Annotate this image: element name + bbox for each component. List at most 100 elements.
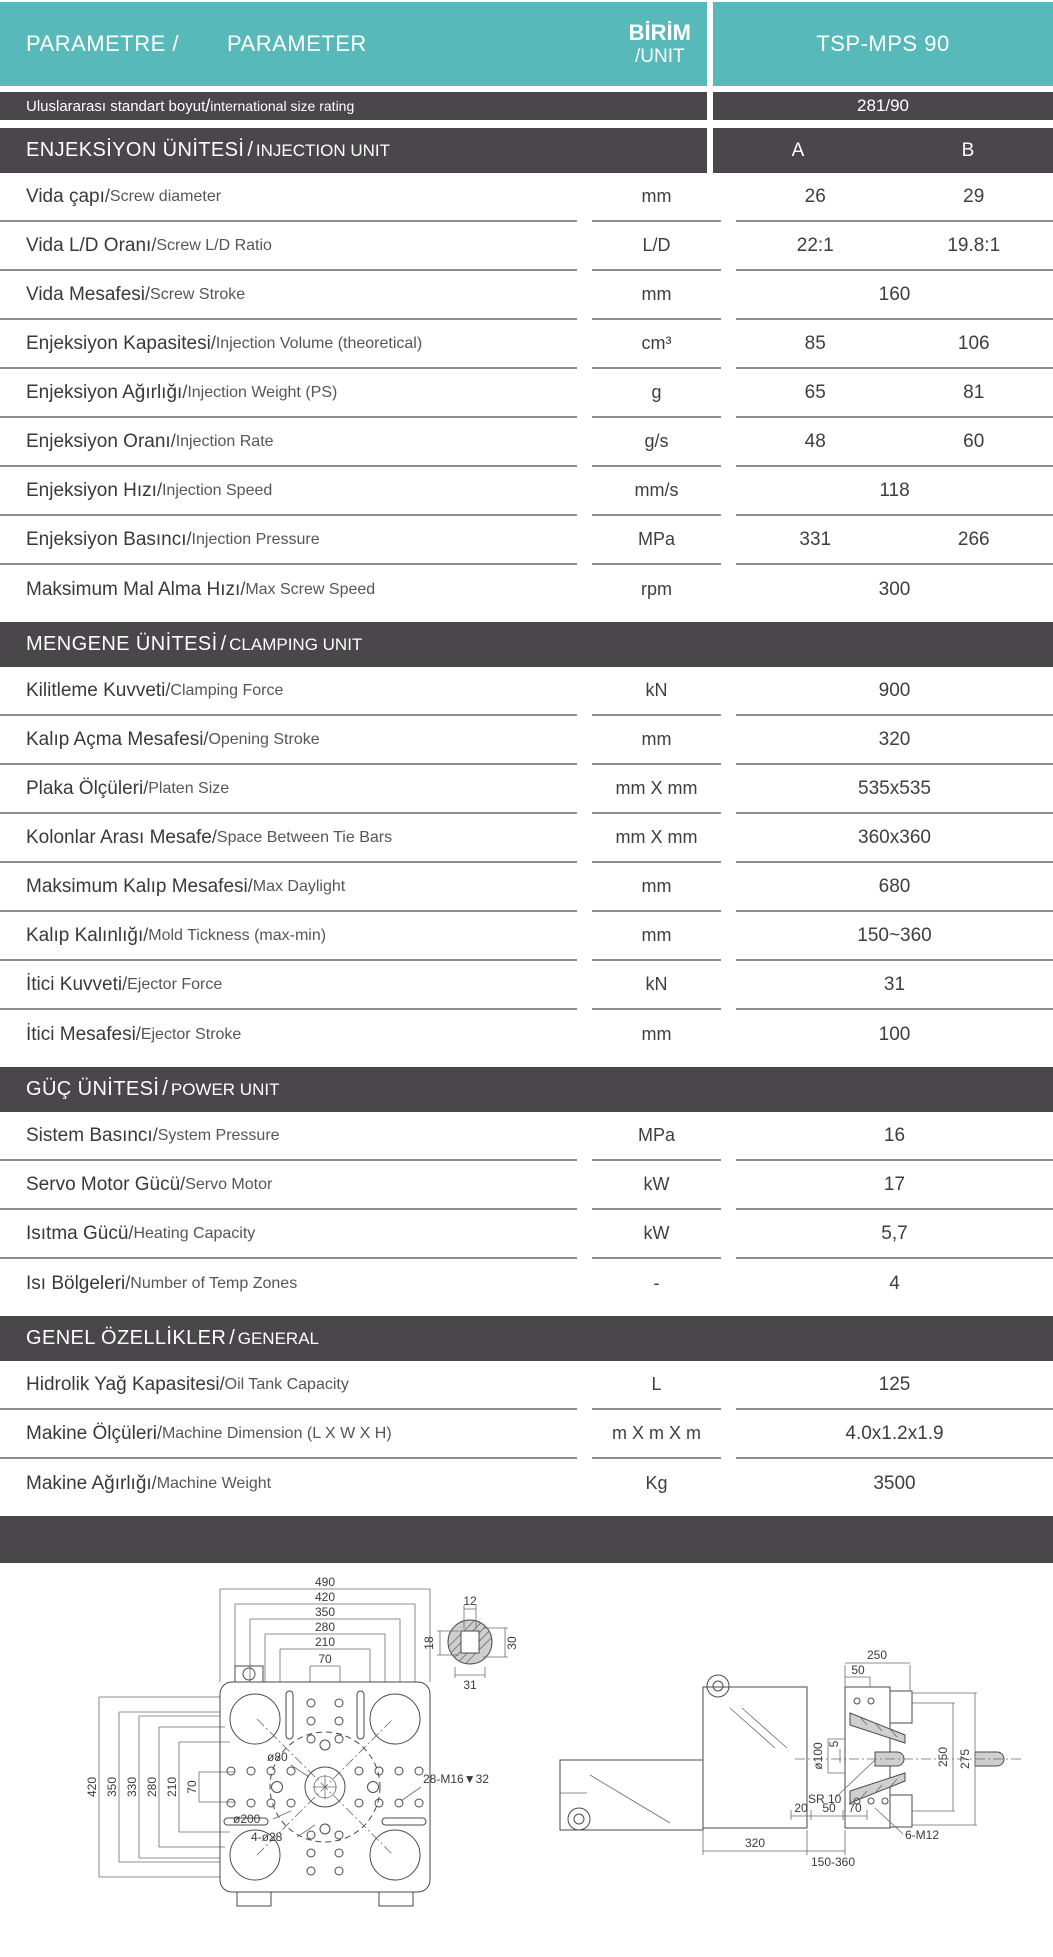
value-a: 22:1 (796, 234, 834, 256)
value-b: 60 (963, 430, 985, 452)
dim-label: 20 (794, 1801, 808, 1815)
value-a: 65 (804, 381, 826, 403)
dim-label: 420 (85, 1777, 99, 1797)
dim-label: 210 (315, 1635, 335, 1649)
param-cell: Maksimum Kalıp Mesafesi / Max Daylight (0, 863, 577, 912)
column-a-label: A (791, 139, 805, 161)
param-label-en: Platen Size (148, 779, 230, 797)
unit-cell: L (592, 1361, 721, 1410)
value-span: 160 (878, 283, 911, 305)
value-b: 81 (963, 381, 985, 403)
label-separator: / (128, 1223, 134, 1243)
column-gap (721, 814, 736, 863)
spec-table-body: ENJEKSİYON ÜNİTESİ / INJECTION UNIT A B Vid… (0, 128, 1053, 1508)
param-label-tr: Vida Mesafesi (26, 283, 145, 305)
param-label-tr: Enjeksiyon Ağırlığı (26, 381, 183, 403)
param-label-en: Oil Tank Capacity (224, 1375, 349, 1393)
value-span: 4 (889, 1272, 900, 1294)
section-title: GENEL ÖZELLİKLER / GENERAL (0, 1316, 1053, 1361)
value-span: 31 (883, 973, 906, 995)
param-label-en: Space Between Tie Bars (216, 828, 393, 846)
param-label-tr: Isıtma Gücü (26, 1222, 129, 1244)
column-gap (577, 863, 592, 912)
param-label-tr: Sistem Basıncı (26, 1124, 153, 1146)
label-separator: / (156, 1423, 162, 1443)
param-cell: İtici Mesafesi / Ejector Stroke (0, 1010, 577, 1059)
param-cell: Kalıp Kalınlığı / Mold Tickness (max-min… (0, 912, 577, 961)
column-gap (577, 222, 592, 271)
label-separator: / (211, 827, 217, 847)
param-cell: Enjeksiyon Kapasitesi / Injection Volume… (0, 320, 577, 369)
column-gap (721, 1361, 736, 1410)
spec-row: Kalıp Açma Mesafesi / Opening Stroke mm 32… (0, 716, 1053, 765)
param-cell: Vida Mesafesi / Screw Stroke (0, 271, 577, 320)
column-gap (721, 1410, 736, 1459)
column-gap (577, 961, 592, 1010)
value-b: 29 (963, 185, 985, 207)
label-separator: / (162, 1078, 168, 1100)
param-label-tr: İtici Kuvveti (26, 973, 123, 995)
spec-row: Vida L/D Oranı / Screw L/D Ratio L/D 22:1 1… (0, 222, 1053, 271)
column-gap (577, 1010, 592, 1059)
unit-cell: L/D (592, 222, 721, 271)
dim-label: 490 (315, 1575, 335, 1589)
hole-label: 4-ø28 (251, 1830, 283, 1844)
param-label-tr: Enjeksiyon Oranı (26, 430, 171, 452)
size-rating-label-en: international size rating (210, 98, 355, 114)
label-separator: / (219, 1374, 225, 1394)
value-cell: 160 (736, 271, 1053, 320)
spec-row: Isı Bölgeleri / Number of Temp Zones - 4 (0, 1259, 1053, 1308)
unit-cell: - (653, 1273, 660, 1293)
param-cell: Kolonlar Arası Mesafe / Space Between Ti… (0, 814, 577, 863)
dim-label: 350 (105, 1777, 119, 1797)
column-gap (577, 516, 592, 565)
param-label-en: Screw Stroke (150, 285, 246, 303)
section-header: GÜÇ ÜNİTESİ / POWER UNIT (0, 1067, 1053, 1112)
param-label-en: Heating Capacity (133, 1224, 256, 1242)
unit-cell: MPa (592, 516, 721, 565)
clamping-side-drawing: 250 50 ø100 5 SR 10 250 275 20 50 70 6-M… (559, 1648, 1023, 1869)
label-separator: / (247, 876, 253, 896)
value-cell: 118 (736, 467, 1053, 516)
unit-cell: g (592, 369, 721, 418)
label-separator: / (220, 633, 227, 655)
value-span: 16 (883, 1124, 906, 1146)
value-span: 100 (878, 1023, 911, 1045)
param-cell: Vida çapı / Screw diameter (0, 173, 577, 222)
dim-label: 70 (318, 1652, 332, 1666)
column-gap (577, 1161, 592, 1210)
value-span: 3500 (873, 1472, 916, 1494)
param-cell: Makine Ölçüleri / Machine Dimension (L X… (0, 1410, 577, 1459)
param-label-en: Screw L/D Ratio (156, 236, 272, 254)
spec-row: Maksimum Mal Alma Hızı / Max Screw Speed… (0, 565, 1053, 614)
column-gap (721, 1259, 736, 1308)
column-gap (721, 565, 736, 614)
section-title-tr: GENEL ÖZELLİKLER (26, 1327, 227, 1349)
value-a: 331 (799, 528, 832, 550)
value-a: 26 (804, 185, 826, 207)
value-a: 48 (804, 430, 826, 452)
column-gap (721, 369, 736, 418)
unit-cell: kN (592, 667, 721, 716)
size-rating-label: Uluslararası standart boyut / internatio… (0, 92, 707, 120)
spec-row: Maksimum Kalıp Mesafesi / Max Daylight mm… (0, 863, 1053, 912)
param-cell: Vida L/D Oranı / Screw L/D Ratio (0, 222, 577, 271)
section-title-tr: MENGENE ÜNİTESİ (26, 633, 218, 655)
section-title: ENJEKSİYON ÜNİTESİ / INJECTION UNIT (0, 128, 707, 173)
label-separator: / (170, 431, 176, 451)
column-gap (577, 271, 592, 320)
column-gap (721, 716, 736, 765)
param-cell: Servo Motor Gücü / Servo Motor (0, 1161, 577, 1210)
column-gap (721, 961, 736, 1010)
value-cell: 300 (736, 565, 1053, 614)
unit-cell: mm (592, 863, 721, 912)
label-separator: / (156, 480, 162, 500)
param-label-tr: Vida L/D Oranı (26, 234, 152, 256)
param-cell: Plaka Ölçüleri / Platen Size (0, 765, 577, 814)
param-label-tr: Makine Ağırlığı (26, 1472, 152, 1494)
column-gap (577, 1210, 592, 1259)
dim-label: 50 (851, 1663, 865, 1677)
param-cell: Enjeksiyon Basıncı / Injection Pressure (0, 516, 577, 565)
column-gap (577, 467, 592, 516)
column-gap (577, 765, 592, 814)
